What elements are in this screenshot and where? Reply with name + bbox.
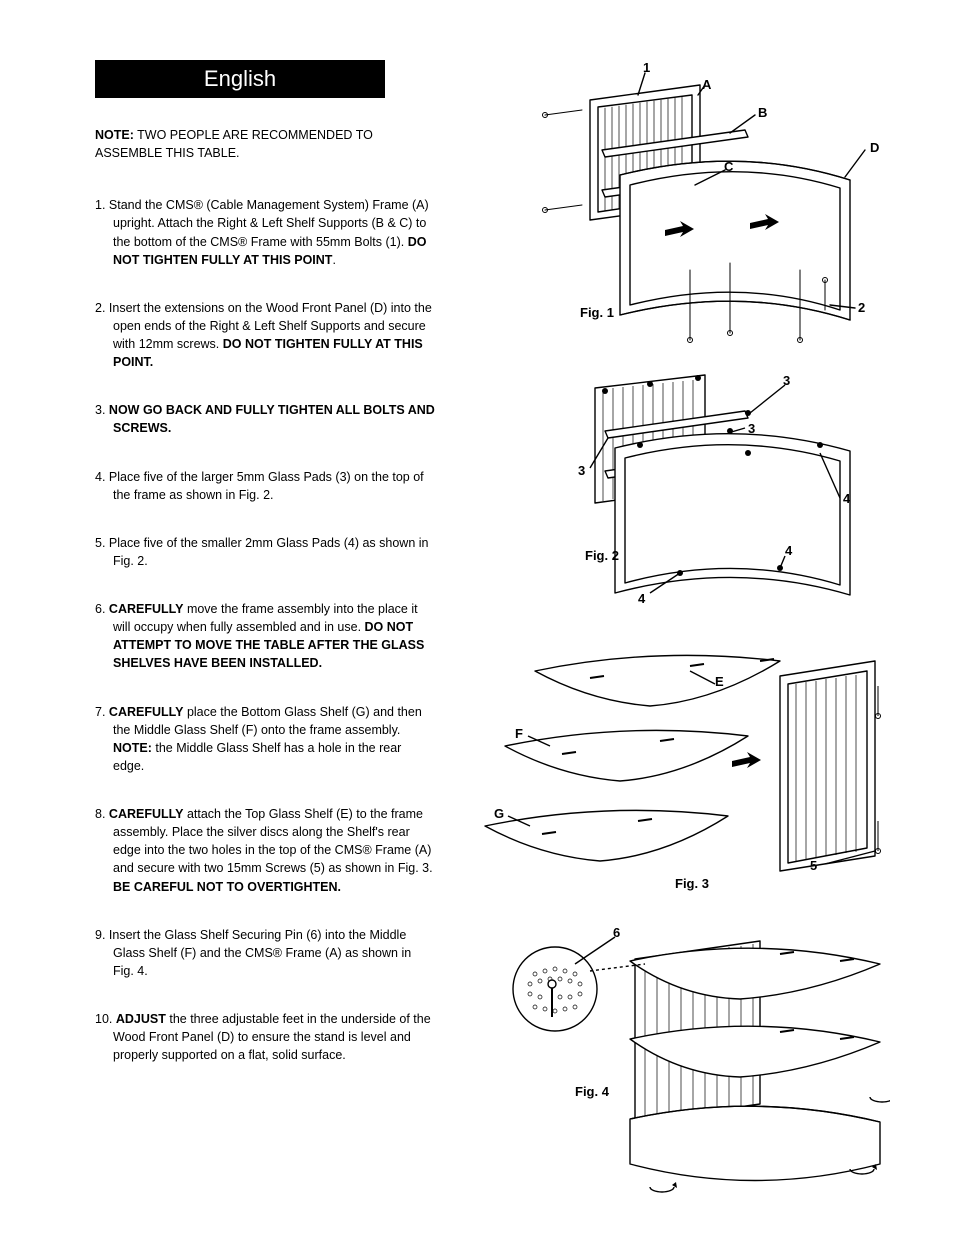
step-num: 4. bbox=[95, 470, 105, 484]
step-text: Insert the Glass Shelf Securing Pin (6) … bbox=[109, 928, 411, 978]
note-label: NOTE: bbox=[95, 128, 134, 142]
step-text: CAREFULLY place the Bottom Glass Shelf (… bbox=[109, 705, 422, 773]
step-text: NOW GO BACK AND FULLY TIGHTEN ALL BOLTS … bbox=[109, 403, 435, 435]
step-text: CAREFULLY move the frame assembly into t… bbox=[109, 602, 424, 670]
figure-4: 6 Fig. 4 bbox=[480, 929, 910, 1209]
step-2: 2. Insert the extensions on the Wood Fro… bbox=[95, 299, 435, 372]
step-8: 8. CAREFULLY attach the Top Glass Shelf … bbox=[95, 805, 435, 896]
figure-1-svg bbox=[480, 55, 890, 355]
step-num: 6. bbox=[95, 602, 105, 616]
callout-4a: 4 bbox=[843, 491, 850, 506]
callout-A: A bbox=[702, 77, 711, 92]
callout-6: 6 bbox=[613, 925, 620, 940]
figure-2-svg bbox=[480, 373, 890, 628]
step-num: 2. bbox=[95, 301, 105, 315]
callout-3c: 3 bbox=[578, 463, 585, 478]
step-4: 4. Place five of the larger 5mm Glass Pa… bbox=[95, 468, 435, 504]
figure-2: 3 3 3 4 4 4 Fig. 2 bbox=[480, 373, 910, 628]
step-5: 5. Place five of the smaller 2mm Glass P… bbox=[95, 534, 435, 570]
figure-3-svg bbox=[480, 646, 890, 911]
callout-F: F bbox=[515, 726, 523, 741]
fig3-label: Fig. 3 bbox=[675, 876, 709, 891]
assembly-note: NOTE: TWO PEOPLE ARE RECOMMENDED TO ASSE… bbox=[95, 126, 435, 162]
step-10: 10. ADJUST the three adjustable feet in … bbox=[95, 1010, 435, 1064]
step-num: 5. bbox=[95, 536, 105, 550]
fig1-label: Fig. 1 bbox=[580, 305, 614, 320]
step-num: 8. bbox=[95, 807, 105, 821]
step-num: 9. bbox=[95, 928, 105, 942]
steps-list: 1. Stand the CMS® (Cable Management Syst… bbox=[95, 196, 435, 1064]
callout-4b: 4 bbox=[785, 543, 792, 558]
step-9: 9. Insert the Glass Shelf Securing Pin (… bbox=[95, 926, 435, 980]
note-text: TWO PEOPLE ARE RECOMMENDED TO ASSEMBLE T… bbox=[95, 128, 373, 160]
callout-G: G bbox=[494, 806, 504, 821]
step-text: Stand the CMS® (Cable Management System)… bbox=[109, 198, 429, 266]
callout-3a: 3 bbox=[783, 373, 790, 388]
figures-column: 1 A B C D 2 Fig. 1 bbox=[480, 55, 910, 1227]
step-1: 1. Stand the CMS® (Cable Management Syst… bbox=[95, 196, 435, 269]
callout-B: B bbox=[758, 105, 767, 120]
figure-3: E F G 5 Fig. 3 bbox=[480, 646, 910, 911]
callout-2: 2 bbox=[858, 300, 865, 315]
step-num: 1. bbox=[95, 198, 105, 212]
figure-4-svg bbox=[480, 929, 890, 1209]
step-6: 6. CAREFULLY move the frame assembly int… bbox=[95, 600, 435, 673]
callout-3b: 3 bbox=[748, 421, 755, 436]
step-num: 3. bbox=[95, 403, 105, 417]
callout-C: C bbox=[724, 159, 733, 174]
callout-1: 1 bbox=[643, 60, 650, 75]
callout-5: 5 bbox=[810, 858, 817, 873]
step-text: Place five of the larger 5mm Glass Pads … bbox=[109, 470, 424, 502]
callout-D: D bbox=[870, 140, 879, 155]
callout-4c: 4 bbox=[638, 591, 645, 606]
step-text: CAREFULLY attach the Top Glass Shelf (E)… bbox=[109, 807, 433, 894]
language-banner: English bbox=[95, 60, 385, 98]
figure-1: 1 A B C D 2 Fig. 1 bbox=[480, 55, 910, 355]
step-num: 10. bbox=[95, 1012, 112, 1026]
fig4-label: Fig. 4 bbox=[575, 1084, 609, 1099]
step-num: 7. bbox=[95, 705, 105, 719]
step-text: Insert the extensions on the Wood Front … bbox=[109, 301, 432, 369]
fig2-label: Fig. 2 bbox=[585, 548, 619, 563]
step-text: Place five of the smaller 2mm Glass Pads… bbox=[109, 536, 429, 568]
step-text: ADJUST the three adjustable feet in the … bbox=[113, 1012, 431, 1062]
callout-E: E bbox=[715, 674, 724, 689]
step-3: 3. NOW GO BACK AND FULLY TIGHTEN ALL BOL… bbox=[95, 401, 435, 437]
step-7: 7. CAREFULLY place the Bottom Glass Shel… bbox=[95, 703, 435, 776]
